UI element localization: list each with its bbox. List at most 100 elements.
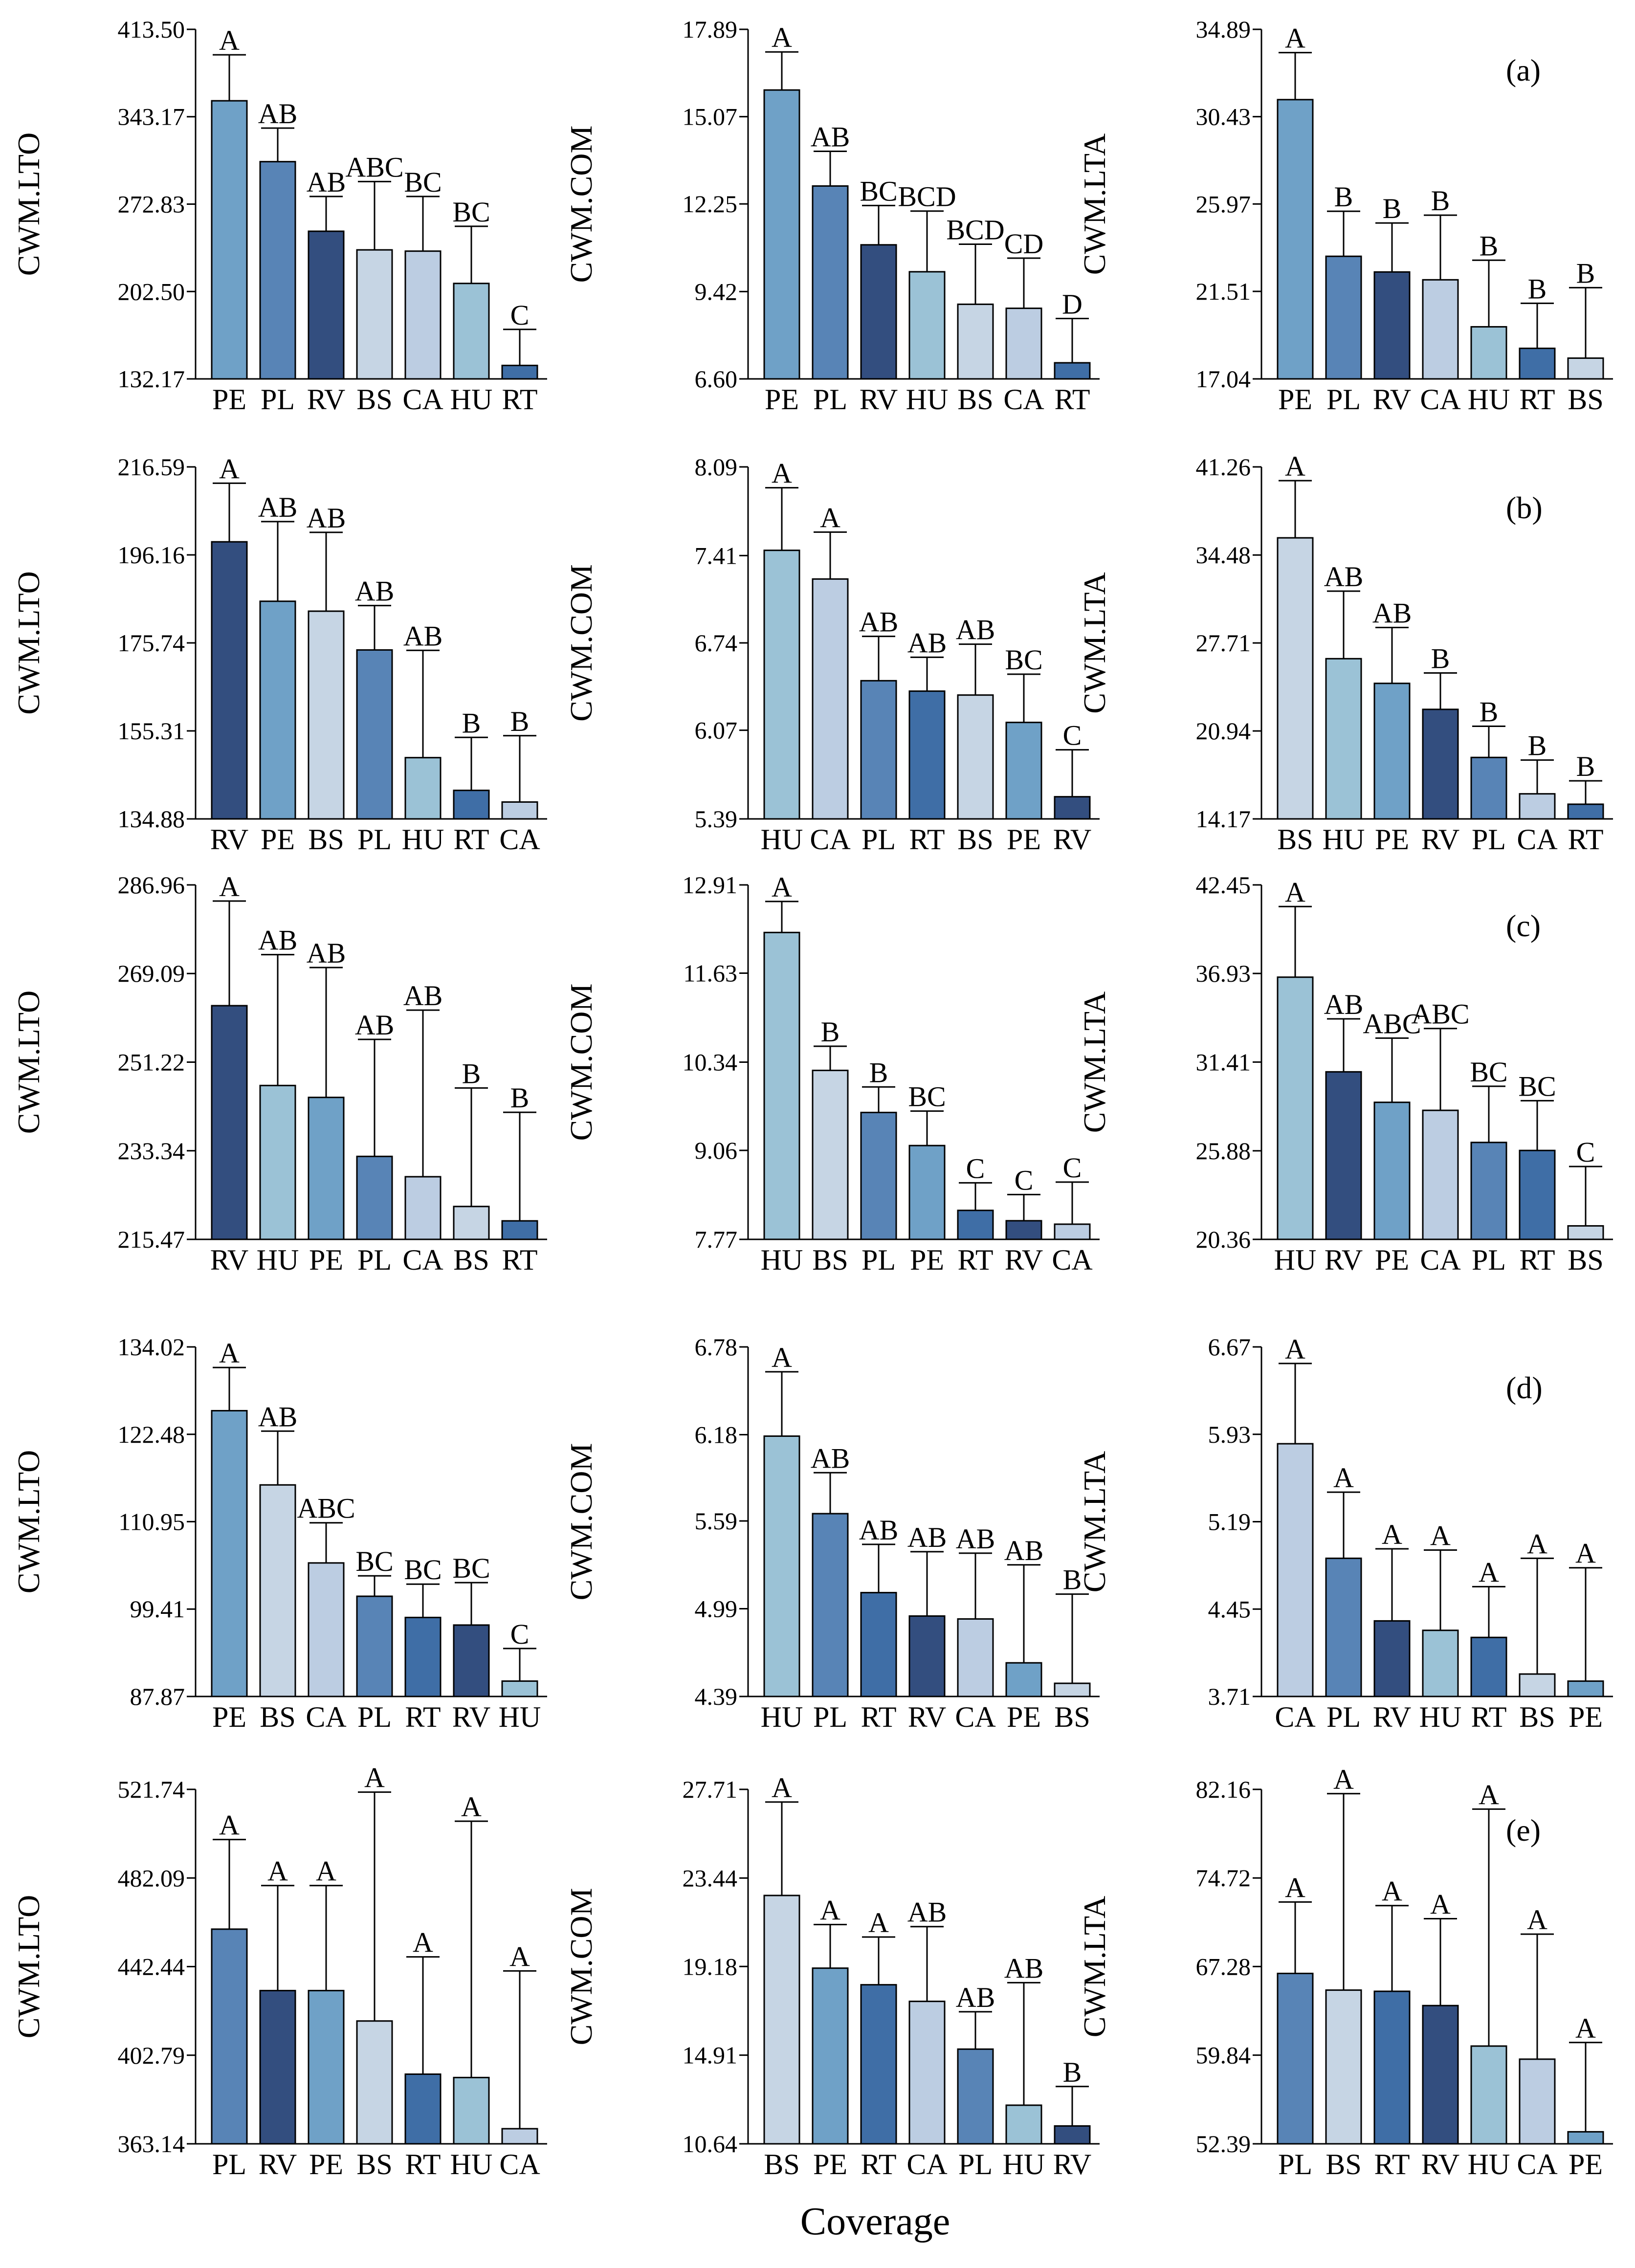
bar-PL	[812, 1513, 849, 1697]
bar-PE	[1277, 99, 1314, 380]
category-label: HU	[1003, 2148, 1045, 2180]
significance-letter: A	[364, 1762, 385, 1794]
significance-letter: AB	[956, 1982, 995, 2013]
significance-letter: A	[219, 1337, 240, 1369]
y-tick-label: 34.89	[1196, 16, 1251, 43]
bar-CA	[1422, 279, 1459, 380]
significance-letter: BCD	[946, 214, 1004, 246]
chart-panel-d-2: 4.39 4.99 5.59 6.18 6.78 CWM.COM A HU AB PL AB RT AB…	[564, 1333, 1100, 1733]
significance-letter: BC	[860, 175, 897, 207]
chart-panel-d-1: 87.87 99.41 110.95 122.48 134.02 CWM.LTO A PE AB…	[11, 1333, 547, 1733]
y-tick-label: 9.42	[695, 278, 738, 305]
significance-letter: C	[510, 1618, 530, 1650]
y-tick-label: 7.77	[695, 1226, 738, 1253]
bar-RT	[908, 690, 946, 820]
y-axis-title: CWM.LTA	[1077, 1896, 1112, 2037]
significance-letter: A	[509, 1940, 530, 1972]
significance-letter: B	[1480, 696, 1499, 727]
bar-RT	[1470, 1636, 1507, 1697]
y-tick-label: 4.99	[695, 1595, 738, 1623]
significance-letter: BC	[1470, 1056, 1507, 1088]
y-tick-label: 31.41	[1196, 1048, 1251, 1076]
significance-letter: A	[772, 458, 792, 489]
category-label: HU	[761, 1244, 803, 1276]
y-tick-label: 363.14	[118, 2130, 185, 2158]
y-tick-label: 202.50	[118, 278, 185, 305]
y-tick-label: 5.93	[1208, 1421, 1251, 1448]
category-label: CA	[810, 823, 850, 856]
category-label: BS	[260, 1701, 295, 1733]
category-label: HU	[1468, 383, 1510, 416]
y-tick-label: 132.17	[118, 365, 185, 393]
chart-panel-d-3: 3.71 4.45 5.19 5.93 6.67 CWM.LTA A CA A PL A RV A HU A…	[1077, 1333, 1613, 1733]
panel-label: (c)	[1506, 908, 1541, 943]
category-label: BS	[957, 823, 993, 856]
y-tick-label: 6.74	[695, 629, 738, 657]
category-label: BS	[453, 1244, 489, 1276]
y-tick-label: 155.31	[118, 717, 185, 745]
significance-letter: B	[1063, 2056, 1082, 2088]
chart-panel-e-2: 10.64 14.91 19.18 23.44 27.71 CWM.COM A BS A PE A R…	[564, 1772, 1100, 2180]
y-tick-label: 59.84	[1196, 2042, 1251, 2069]
category-label: RV	[1005, 1244, 1043, 1276]
category-label: RV	[259, 2148, 297, 2180]
chart-panel-c-1: 215.47 233.34 251.22 269.09 286.96 CWM.LTO A RV…	[11, 871, 547, 1276]
significance-letter: A	[820, 502, 840, 533]
panel-label: (e)	[1506, 1813, 1541, 1848]
bar-CA	[1519, 793, 1556, 820]
significance-letter: A	[772, 1342, 792, 1373]
y-tick-label: 36.93	[1196, 960, 1251, 987]
category-label: CA	[1420, 1244, 1460, 1276]
y-tick-label: 41.26	[1196, 453, 1251, 481]
panels: 132.17 202.50 272.83 343.17 413.50 CWM.LTO A PE…	[11, 16, 1613, 2180]
category-label: HU	[1323, 823, 1365, 856]
significance-letter: C	[1063, 1152, 1082, 1184]
bar-PL	[812, 185, 849, 380]
significance-letter: A	[219, 24, 240, 56]
category-label: RT	[502, 383, 537, 416]
bar-RV	[211, 1005, 248, 1240]
chart-panel-b-3: 14.17 20.94 27.71 34.48 41.26 CWM.LTA A BS AB HU A…	[1077, 450, 1613, 856]
significance-letter: AB	[811, 1442, 850, 1474]
category-label: PE	[1375, 823, 1409, 856]
y-axis-title: CWM.LTA	[1077, 572, 1112, 713]
category-label: CA	[499, 823, 540, 856]
significance-letter: AB	[258, 925, 298, 956]
y-tick-label: 251.22	[118, 1048, 185, 1076]
x-axis-title: Coverage	[800, 2200, 950, 2243]
significance-letter: C	[510, 299, 530, 331]
bar-RV	[453, 1624, 490, 1697]
category-label: PL	[1472, 823, 1506, 856]
bar-PE	[1005, 722, 1042, 820]
significance-letter: B	[1576, 750, 1595, 782]
bar-CA	[1054, 1223, 1091, 1240]
significance-letter: AB	[907, 1521, 947, 1553]
bar-PE	[1373, 683, 1411, 820]
category-label: HU	[450, 2148, 493, 2180]
significance-letter: AB	[1372, 597, 1412, 629]
bar-RT	[501, 364, 538, 380]
bar-RV	[1054, 796, 1091, 820]
chart-panel-a-3: 17.04 21.51 25.97 30.43 34.89 CWM.LTA A PE B PL B R…	[1077, 16, 1613, 416]
y-axis-title: CWM.LTO	[11, 991, 46, 1134]
bar-CA	[1422, 1109, 1459, 1240]
bar-HU	[453, 2076, 490, 2145]
bar-CA	[812, 578, 849, 820]
y-tick-label: 52.39	[1196, 2130, 1251, 2158]
category-label: RV	[452, 1701, 491, 1733]
bar-HU	[501, 1680, 538, 1697]
category-label: PE	[1569, 2148, 1603, 2180]
significance-letter: A	[1285, 22, 1305, 54]
category-label: HU	[450, 383, 493, 416]
y-tick-label: 343.17	[118, 103, 185, 131]
y-tick-label: 99.41	[130, 1595, 185, 1623]
bar-PE	[763, 89, 800, 380]
significance-letter: C	[1015, 1164, 1034, 1196]
y-tick-label: 17.04	[1196, 365, 1251, 393]
category-label: HU	[402, 823, 444, 856]
category-label: PL	[1326, 1701, 1361, 1733]
bar-PE	[211, 1409, 248, 1697]
category-label: PE	[765, 383, 799, 416]
y-tick-label: 4.39	[695, 1683, 738, 1710]
y-axis-title: CWM.COM	[564, 1443, 598, 1601]
